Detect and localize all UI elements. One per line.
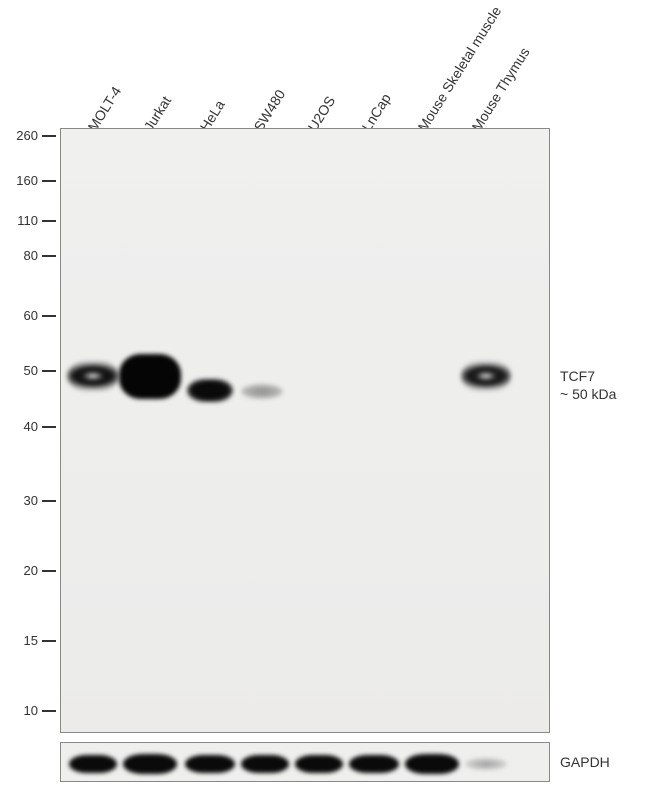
loading-band bbox=[241, 755, 289, 773]
mw-tick bbox=[42, 710, 56, 712]
target-band bbox=[187, 379, 233, 402]
mw-label: 60 bbox=[8, 308, 38, 323]
main-blot-membrane bbox=[60, 128, 550, 733]
mw-label: 20 bbox=[8, 563, 38, 578]
mw-tick bbox=[42, 255, 56, 257]
mw-label: 260 bbox=[8, 128, 38, 143]
target-band bbox=[461, 361, 511, 391]
mw-label: 15 bbox=[8, 633, 38, 648]
mw-label: 160 bbox=[8, 173, 38, 188]
loading-blot-membrane bbox=[60, 742, 550, 782]
mw-tick bbox=[42, 180, 56, 182]
mw-tick bbox=[42, 370, 56, 372]
mw-tick bbox=[42, 315, 56, 317]
loading-band bbox=[123, 754, 177, 774]
mw-label: 30 bbox=[8, 493, 38, 508]
loading-band bbox=[185, 755, 235, 773]
mw-label: 40 bbox=[8, 419, 38, 434]
blot-figure: MOLT-4 Jurkat HeLa SW480 U2OS LnCap Mous… bbox=[0, 0, 650, 802]
loading-band bbox=[295, 755, 343, 773]
lane-label: MOLT-4 bbox=[84, 84, 124, 134]
mw-tick bbox=[42, 135, 56, 137]
target-band bbox=[67, 361, 119, 391]
target-band bbox=[119, 354, 181, 399]
mw-label: 80 bbox=[8, 248, 38, 263]
mw-tick bbox=[42, 220, 56, 222]
mw-label: 50 bbox=[8, 363, 38, 378]
mw-tick bbox=[42, 640, 56, 642]
lane-label: Mouse Thymus bbox=[468, 45, 532, 134]
mw-tick bbox=[42, 426, 56, 428]
target-protein-label: TCF7 bbox=[560, 368, 595, 384]
loading-control-label: GAPDH bbox=[560, 754, 610, 770]
mw-tick bbox=[42, 500, 56, 502]
loading-band bbox=[349, 755, 399, 773]
target-mw-label: ~ 50 kDa bbox=[560, 386, 616, 402]
loading-band bbox=[465, 758, 507, 770]
loading-band bbox=[405, 754, 459, 774]
target-band bbox=[241, 384, 283, 399]
mw-label: 10 bbox=[8, 703, 38, 718]
lane-label: SW480 bbox=[250, 87, 288, 134]
mw-tick bbox=[42, 570, 56, 572]
mw-label: 110 bbox=[8, 213, 38, 228]
loading-band bbox=[69, 755, 117, 773]
